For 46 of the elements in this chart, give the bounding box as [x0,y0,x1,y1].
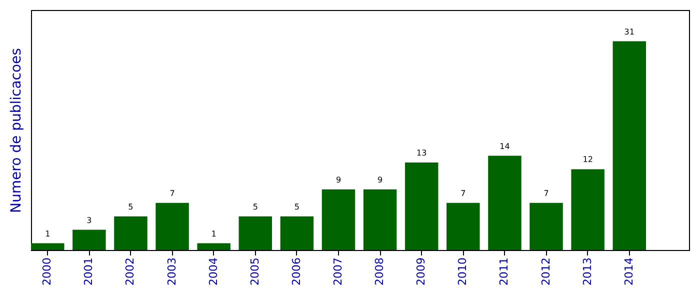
bar [72,230,106,250]
data-label: 5 [128,202,134,212]
data-label: 14 [500,142,510,151]
bar [571,169,604,250]
data-label: 9 [378,175,383,184]
data-label: 1 [211,229,216,238]
x-tick-label: 2002 [124,258,137,286]
x-tick-label: 2000 [40,258,54,286]
x-tick-label: 2013 [580,258,594,286]
bar [488,156,522,250]
bar [238,216,272,250]
x-tick-label: 2006 [290,258,303,286]
x-tick-label: 2003 [165,258,178,286]
bar [31,243,64,250]
data-label: 9 [336,175,342,184]
x-tick-label: 2009 [414,258,428,286]
data-label: 1 [45,229,50,238]
x-tick-label: 2008 [373,258,386,286]
x-tick-label: 2004 [206,258,220,286]
y-axis-title: Numero de publicacoes [8,48,24,213]
bar [156,202,189,250]
x-tick-label: 2010 [456,258,470,286]
data-label: 12 [582,155,593,164]
bar [114,216,148,250]
x-tick-label: 2011 [498,258,511,286]
data-label: 3 [86,216,92,225]
data-label: 5 [252,202,258,212]
x-tick-label: 2001 [82,258,96,286]
x-tick-label: 2014 [622,258,636,286]
bar [322,189,356,250]
data-label: 13 [416,148,427,158]
data-label: 31 [624,27,634,36]
bar [197,243,230,250]
bar [446,202,480,250]
data-label: 7 [460,188,466,198]
bar [363,189,397,250]
data-label: 5 [294,202,300,212]
x-tick-label: 2012 [539,258,552,286]
bar [530,202,563,250]
data-label: 7 [170,188,175,198]
data-label: 7 [544,188,549,198]
bar [404,162,438,250]
x-tick-label: 2005 [248,258,262,286]
bar [612,41,646,250]
x-tick-label: 2007 [332,258,344,286]
bar [280,216,314,250]
